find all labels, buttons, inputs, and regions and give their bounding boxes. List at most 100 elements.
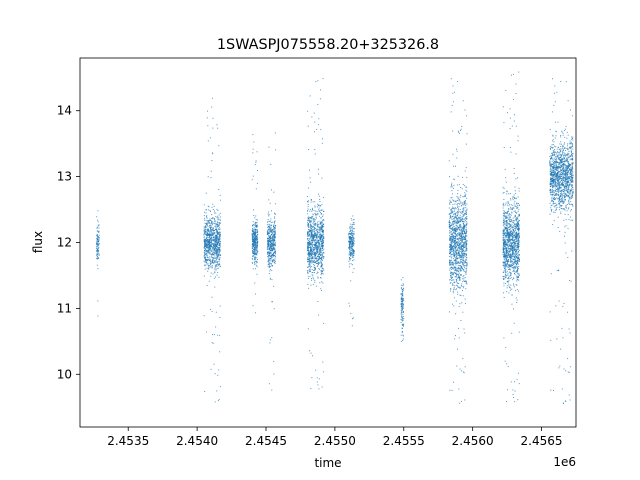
data-point: [462, 275, 464, 277]
data-point: [312, 229, 314, 231]
data-point: [511, 243, 513, 245]
data-point: [211, 243, 213, 245]
data-point: [203, 236, 205, 238]
data-point: [307, 233, 309, 235]
data-point: [254, 250, 256, 252]
data-point: [320, 239, 322, 241]
data-point: [273, 228, 275, 230]
data-point: [309, 269, 311, 271]
data-point: [352, 243, 354, 245]
data-point: [457, 247, 459, 249]
data-point: [518, 275, 519, 277]
data-point: [450, 268, 452, 270]
data-point: [96, 230, 98, 232]
data-point: [321, 226, 323, 228]
data-point: [454, 237, 456, 239]
data-point: [453, 178, 455, 180]
data-point: [456, 253, 458, 255]
data-point: [465, 269, 467, 271]
data-point: [97, 241, 99, 243]
data-point: [253, 240, 255, 242]
data-point: [323, 252, 325, 254]
data-point: [400, 319, 402, 321]
data-point: [255, 235, 257, 237]
data-point: [209, 264, 211, 266]
data-point: [211, 233, 213, 235]
data-point: [316, 206, 318, 208]
data-point: [455, 228, 457, 230]
data-point: [453, 226, 455, 228]
data-point: [402, 340, 404, 342]
data-point: [453, 279, 455, 281]
data-point: [460, 237, 462, 239]
data-point: [452, 240, 454, 242]
data-point: [518, 236, 520, 238]
data-point: [322, 241, 324, 243]
data-point: [512, 73, 514, 75]
data-point: [256, 170, 258, 172]
data-point: [459, 256, 461, 258]
data-point: [513, 242, 515, 244]
data-point: [209, 238, 211, 240]
data-point: [460, 225, 462, 227]
data-point: [309, 222, 311, 224]
data-point: [254, 225, 256, 227]
data-point: [461, 266, 463, 268]
data-point: [96, 243, 98, 245]
data-point: [251, 225, 253, 227]
data-point: [255, 229, 257, 231]
data-point: [203, 250, 205, 252]
data-point: [98, 225, 100, 227]
data-point: [219, 238, 221, 240]
data-point: [461, 267, 463, 269]
data-point: [353, 228, 355, 230]
data-point: [512, 393, 514, 395]
data-point: [210, 368, 212, 370]
data-point: [269, 237, 271, 239]
data-point: [317, 252, 319, 254]
data-point: [317, 250, 319, 252]
data-point: [453, 231, 455, 233]
data-point: [451, 247, 453, 249]
data-point: [401, 309, 403, 311]
data-point: [307, 242, 309, 244]
data-point: [451, 231, 453, 233]
data-point: [350, 252, 352, 254]
data-point: [452, 221, 454, 223]
data-point: [402, 289, 404, 291]
data-point: [314, 242, 316, 244]
data-point: [457, 212, 459, 214]
data-point: [319, 239, 321, 241]
data-point: [352, 230, 354, 232]
data-point: [204, 391, 206, 393]
data-point: [506, 204, 508, 206]
data-point: [218, 238, 220, 240]
data-point: [401, 307, 403, 309]
data-point: [504, 216, 506, 218]
data-point: [315, 285, 317, 287]
data-point: [313, 236, 315, 238]
data-point: [459, 255, 461, 257]
data-point: [204, 239, 206, 241]
data-point: [311, 278, 313, 280]
data-point: [457, 243, 459, 245]
data-point: [402, 325, 404, 327]
data-point: [463, 214, 465, 216]
data-point: [402, 324, 404, 326]
data-point: [274, 245, 276, 247]
data-point: [271, 255, 273, 257]
data-point: [209, 247, 211, 249]
data-point: [503, 278, 504, 280]
data-point: [504, 212, 506, 214]
data-point: [217, 247, 219, 249]
data-point: [450, 248, 452, 250]
data-point: [204, 248, 206, 250]
data-point: [317, 231, 319, 233]
data-point: [213, 243, 215, 245]
data-point: [215, 253, 217, 255]
data-point: [461, 244, 463, 246]
data-point: [458, 184, 460, 186]
data-point: [464, 201, 466, 203]
data-point: [311, 217, 313, 219]
data-point: [452, 227, 454, 229]
